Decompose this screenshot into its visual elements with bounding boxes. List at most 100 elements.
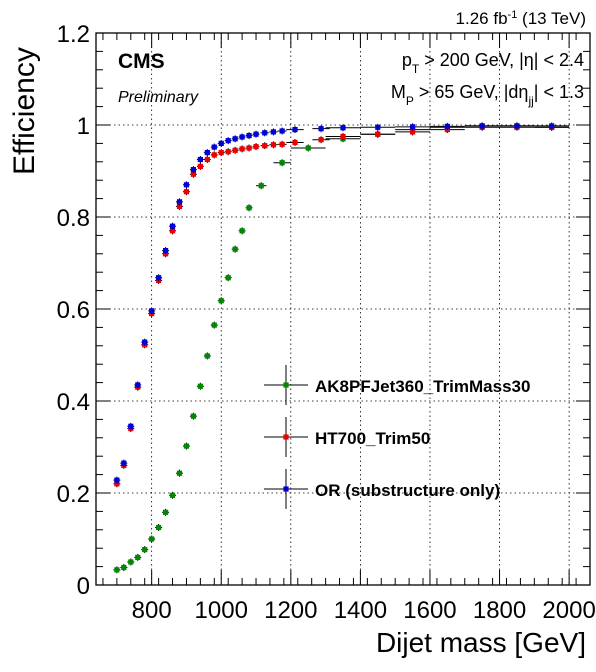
y-tick-label: 0.4: [57, 389, 90, 416]
data-point: [375, 124, 381, 130]
data-point: [305, 145, 311, 151]
data-point: [183, 189, 190, 195]
data-point: [197, 156, 203, 163]
legend-label: OR (substructure only): [315, 481, 500, 500]
data-point: [197, 163, 203, 169]
data-point: [156, 524, 162, 531]
axis-ticks: 0 0.2 0.4 0.6 0.8 1 1.2 800 1000 1200 1400 1600 1800…: [57, 21, 596, 624]
y-tick-label: 0.2: [57, 481, 90, 508]
data-point: [232, 136, 238, 142]
data-point: [232, 147, 238, 153]
data-point: [211, 152, 217, 158]
data-point: [270, 142, 277, 148]
data-point: [318, 137, 324, 143]
legend-label: HT700_Trim50: [315, 429, 430, 448]
cut-line-2: MP > 65 GeV, |dηjj| < 1.3: [391, 82, 584, 108]
data-point: [135, 382, 141, 388]
legend-label: AK8PFJet360_TrimMass30: [315, 377, 530, 396]
data-point: [340, 125, 346, 131]
data-point: [162, 509, 169, 515]
x-tick-label: 1800: [473, 597, 526, 624]
data-point: [239, 146, 245, 152]
data-point: [142, 339, 148, 345]
y-tick-label: 0.6: [57, 297, 90, 324]
data-point: [176, 203, 183, 210]
data-point: [176, 470, 183, 476]
x-tick-label: 1200: [264, 597, 317, 624]
data-point: [190, 167, 197, 173]
legend: AK8PFJet360_TrimMass30 HT700_Trim50 OR (su…: [264, 365, 530, 509]
experiment-label: CMS: [118, 50, 165, 73]
data-point: [156, 275, 162, 281]
legend-entry: AK8PFJet360_TrimMass30: [264, 365, 530, 405]
legend-entry: OR (substructure only): [264, 469, 500, 509]
data-point: [246, 205, 252, 211]
data-point: [340, 133, 346, 140]
data-point: [318, 126, 324, 132]
y-tick-label: 1: [77, 113, 90, 140]
legend-marker: [283, 382, 289, 388]
data-point: [409, 129, 416, 135]
data-point: [121, 460, 127, 466]
data-point: [292, 139, 298, 146]
data-point: [218, 298, 224, 304]
data-point: [183, 443, 190, 449]
data-point: [162, 247, 169, 254]
data-point: [262, 143, 268, 149]
data-point: [225, 275, 231, 281]
data-point: [128, 423, 134, 429]
data-point: [121, 564, 127, 571]
status-label: Preliminary: [118, 89, 199, 106]
data-point: [239, 228, 245, 234]
data-point: [279, 160, 285, 166]
data-point: [292, 127, 298, 133]
x-axis-label: Dijet mass [GeV]: [376, 627, 586, 658]
data-point: [218, 150, 224, 156]
data-point: [149, 308, 155, 314]
data-point: [176, 199, 183, 205]
data-point: [444, 123, 450, 129]
lumi-label: 1.26 fb-1 (13 TeV): [456, 9, 586, 28]
data-point: [204, 150, 210, 156]
cut-line-1: pT > 200 GeV, |η| < 2.4: [402, 50, 584, 76]
data-point: [190, 171, 197, 177]
data-point: [270, 129, 277, 135]
data-point: [197, 383, 203, 389]
data-point: [190, 413, 197, 419]
y-tick-label: 1.2: [57, 21, 90, 48]
data-point: [409, 124, 416, 130]
data-point: [204, 353, 210, 359]
data-point: [128, 559, 134, 565]
data-point: [135, 554, 141, 560]
legend-entry: HT700_Trim50: [264, 417, 430, 457]
data-point: [279, 128, 285, 134]
data-point: [218, 140, 224, 146]
x-tick-label: 800: [132, 597, 172, 624]
x-tick-label: 1400: [334, 597, 387, 624]
data-point: [114, 481, 120, 487]
series-2: [113, 122, 570, 484]
data-point: [149, 536, 155, 542]
data-point: [142, 546, 148, 553]
data-point: [225, 138, 231, 144]
data-point: [211, 322, 217, 328]
legend-marker: [283, 434, 289, 440]
data-point: [232, 246, 238, 252]
grid-lines: [96, 33, 590, 585]
y-tick-label: 0: [77, 573, 90, 600]
y-tick-label: 0.8: [57, 205, 90, 232]
data-point: [375, 131, 381, 137]
data-point: [549, 123, 555, 129]
data-point: [169, 492, 176, 498]
x-tick-label: 1600: [403, 597, 456, 624]
x-tick-label: 2000: [542, 597, 595, 624]
data-point: [211, 144, 217, 150]
data-point: [253, 131, 259, 137]
data-point: [514, 123, 520, 129]
legend-marker: [283, 486, 289, 492]
data-point: [239, 134, 245, 140]
data-point: [204, 156, 210, 163]
data-point: [246, 145, 252, 151]
data-point: [258, 183, 264, 189]
